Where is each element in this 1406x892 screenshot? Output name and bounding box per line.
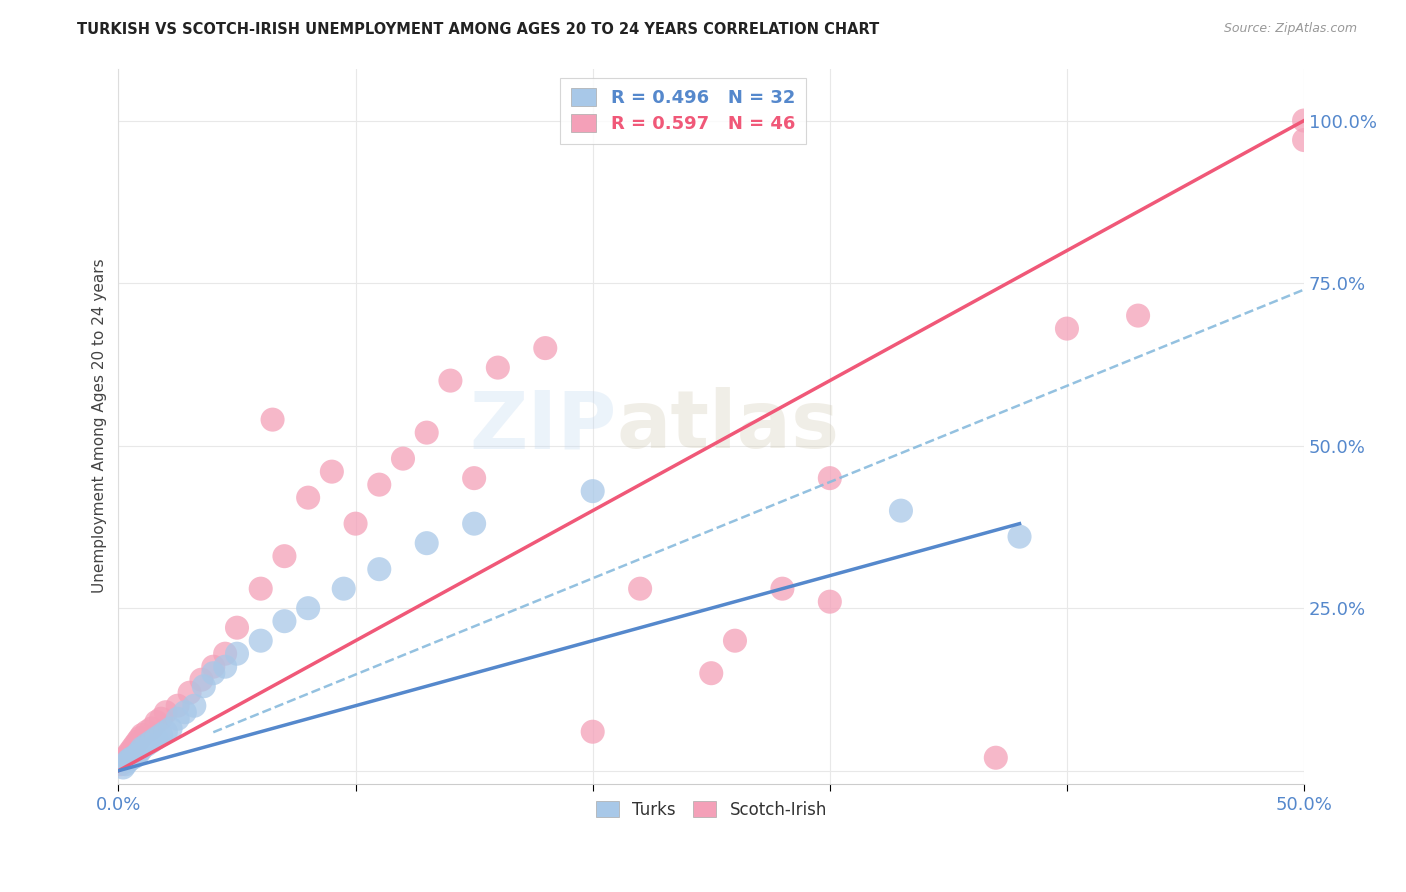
Point: [332, 582, 354, 596]
Point: [273, 614, 295, 628]
Point: [120, 752, 142, 766]
Point: [392, 451, 415, 466]
Point: [628, 582, 651, 596]
Point: [700, 666, 723, 681]
Point: [297, 491, 319, 505]
Point: [890, 503, 912, 517]
Point: [135, 738, 157, 752]
Point: [128, 744, 150, 758]
Point: [145, 731, 167, 746]
Point: [128, 731, 150, 746]
Point: [145, 714, 167, 729]
Point: [141, 722, 163, 736]
Point: [1008, 530, 1031, 544]
Point: [344, 516, 367, 531]
Point: [135, 724, 157, 739]
Point: [818, 595, 841, 609]
Point: [463, 516, 485, 531]
Point: [150, 712, 173, 726]
Point: [155, 724, 177, 739]
Point: [249, 633, 271, 648]
Point: [321, 465, 343, 479]
Point: [193, 679, 215, 693]
Point: [112, 760, 135, 774]
Point: [214, 647, 236, 661]
Point: [1294, 113, 1316, 128]
Point: [415, 536, 437, 550]
Point: [1294, 133, 1316, 147]
Point: [117, 747, 139, 762]
Point: [534, 341, 557, 355]
Point: [439, 374, 461, 388]
Point: [150, 728, 173, 742]
Point: [415, 425, 437, 440]
Point: [127, 747, 149, 762]
Y-axis label: Unemployment Among Ages 20 to 24 years: Unemployment Among Ages 20 to 24 years: [93, 259, 107, 593]
Point: [724, 633, 747, 648]
Point: [155, 705, 177, 719]
Point: [770, 582, 793, 596]
Point: [984, 750, 1007, 764]
Text: TURKISH VS SCOTCH-IRISH UNEMPLOYMENT AMONG AGES 20 TO 24 YEARS CORRELATION CHART: TURKISH VS SCOTCH-IRISH UNEMPLOYMENT AMO…: [77, 22, 880, 37]
Point: [297, 601, 319, 615]
Point: [110, 757, 132, 772]
Point: [173, 705, 195, 719]
Point: [262, 412, 284, 426]
Point: [1126, 309, 1149, 323]
Point: [1056, 321, 1078, 335]
Point: [463, 471, 485, 485]
Legend: Turks, Scotch-Irish: Turks, Scotch-Irish: [589, 794, 834, 825]
Point: [131, 728, 153, 742]
Point: [226, 621, 249, 635]
Point: [166, 712, 188, 726]
Point: [159, 722, 181, 736]
Point: [141, 734, 163, 748]
Point: [214, 659, 236, 673]
Text: ZIP: ZIP: [470, 387, 616, 465]
Point: [368, 562, 391, 576]
Point: [114, 757, 136, 772]
Point: [124, 749, 146, 764]
Point: [202, 666, 225, 681]
Point: [582, 724, 605, 739]
Point: [114, 750, 136, 764]
Point: [249, 582, 271, 596]
Point: [368, 477, 391, 491]
Point: [273, 549, 295, 564]
Point: [112, 754, 135, 768]
Point: [131, 741, 153, 756]
Point: [226, 647, 249, 661]
Point: [124, 738, 146, 752]
Point: [121, 750, 143, 764]
Point: [582, 484, 605, 499]
Point: [120, 744, 142, 758]
Point: [127, 734, 149, 748]
Point: [202, 659, 225, 673]
Text: Source: ZipAtlas.com: Source: ZipAtlas.com: [1223, 22, 1357, 36]
Point: [166, 698, 188, 713]
Point: [818, 471, 841, 485]
Point: [179, 686, 201, 700]
Point: [190, 673, 212, 687]
Point: [121, 741, 143, 756]
Text: atlas: atlas: [616, 387, 839, 465]
Point: [486, 360, 509, 375]
Point: [117, 754, 139, 768]
Point: [183, 698, 205, 713]
